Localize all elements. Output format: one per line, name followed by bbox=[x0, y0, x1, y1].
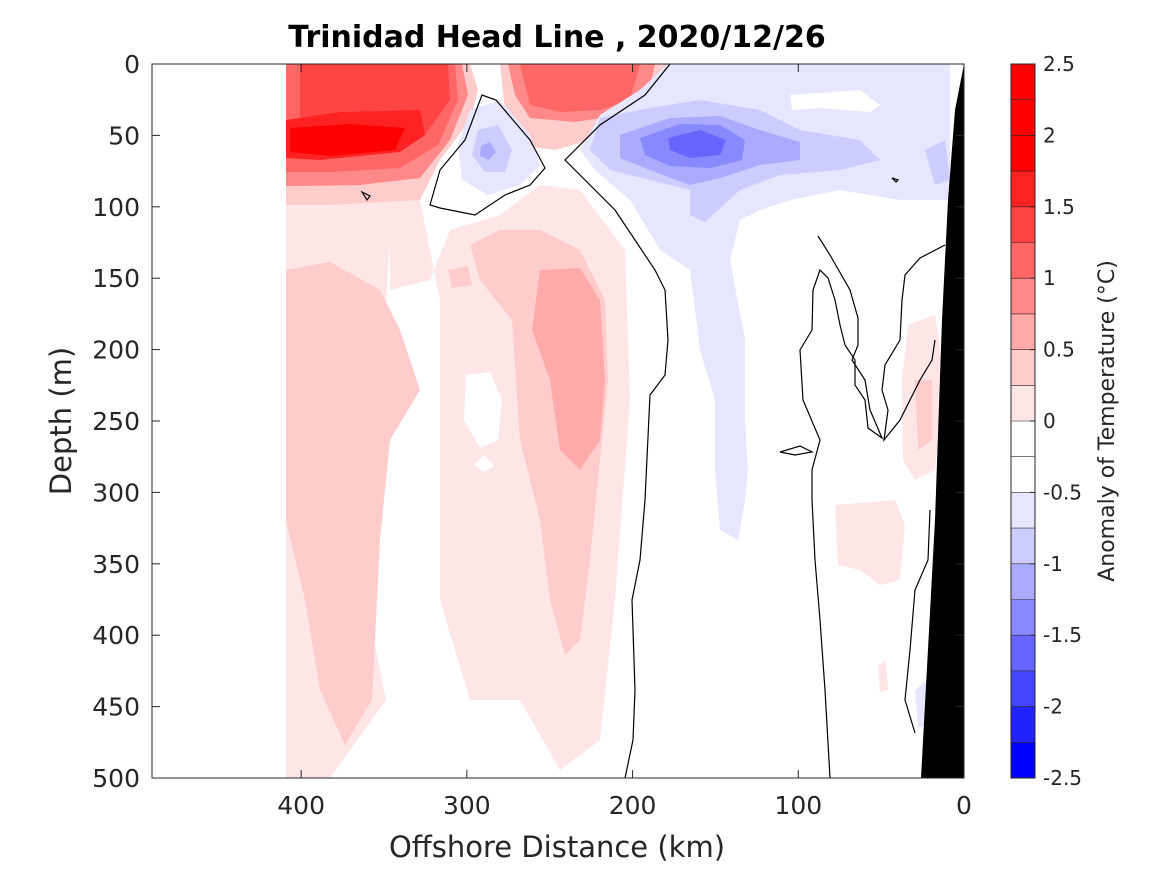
chart-title: Trinidad Head Line , 2020/12/26 bbox=[288, 20, 825, 55]
colorbar-tick-label: -1.5 bbox=[1043, 623, 1082, 647]
colorbar bbox=[1010, 63, 1036, 779]
colorbar-tick-label: -2.5 bbox=[1043, 766, 1082, 790]
colorbar-tick-label: 1 bbox=[1043, 266, 1056, 290]
colorbar-tick-label: -1 bbox=[1043, 552, 1063, 576]
y-tick-label: 50 bbox=[108, 121, 140, 150]
colorbar-tick-label: 0.5 bbox=[1043, 338, 1075, 362]
colorbar-swatch bbox=[1011, 242, 1035, 279]
x-tick-label: 400 bbox=[277, 791, 325, 820]
colorbar-swatch bbox=[1011, 635, 1035, 672]
cold-core-1-cutout bbox=[790, 90, 880, 112]
colorbar-swatch bbox=[1011, 528, 1035, 565]
colorbar-swatch bbox=[1011, 706, 1035, 743]
colorbar-swatch bbox=[1011, 349, 1035, 386]
anomaly-contours bbox=[286, 64, 950, 778]
y-tick-label: 100 bbox=[92, 193, 140, 222]
y-tick-label: 0 bbox=[124, 50, 140, 79]
y-tick-label: 300 bbox=[92, 478, 140, 507]
warm-speck bbox=[448, 266, 472, 288]
zero-contour-nearshore-deep bbox=[904, 509, 931, 734]
warm-patch-nearshore-3 bbox=[915, 380, 932, 450]
colorbar-swatch bbox=[1011, 742, 1035, 779]
colorbar-swatch bbox=[1011, 492, 1035, 529]
colorbar-swatch bbox=[1011, 64, 1035, 101]
zero-contour-speck-2 bbox=[891, 177, 900, 183]
zero-contours bbox=[360, 64, 946, 778]
colorbar-tick-label: -2 bbox=[1043, 695, 1063, 719]
colorbar-swatch bbox=[1011, 421, 1035, 458]
colorbar-label: Anomaly of Temperature (°C) bbox=[1095, 260, 1120, 582]
x-tick-label: 300 bbox=[443, 791, 491, 820]
x-axis: 400 300 200 100 0 bbox=[277, 64, 972, 820]
y-tick-label: 200 bbox=[92, 336, 140, 365]
y-axis: 0 50 100 150 200 250 300 350 400 450 500 bbox=[92, 50, 964, 793]
x-tick-label: 0 bbox=[956, 791, 972, 820]
y-tick-label: 450 bbox=[92, 693, 140, 722]
zero-contour-speck bbox=[360, 190, 371, 202]
colorbar-tick-label: 1.5 bbox=[1043, 195, 1075, 219]
y-tick-label: 400 bbox=[92, 621, 140, 650]
colorbar-swatch bbox=[1011, 456, 1035, 493]
colorbar-swatch bbox=[1011, 599, 1035, 636]
colorbar-swatch bbox=[1011, 171, 1035, 208]
warm-deep-column-mid-strong bbox=[532, 268, 605, 470]
y-tick-label: 500 bbox=[92, 764, 140, 793]
zero-contour-nearshore bbox=[881, 244, 946, 443]
x-tick-label: 200 bbox=[609, 791, 657, 820]
warm-patch-nearshore-1 bbox=[835, 500, 905, 585]
neutral-patch-2 bbox=[474, 455, 494, 472]
colorbar-swatch bbox=[1011, 99, 1035, 136]
colorbar-swatch bbox=[1011, 385, 1035, 422]
colorbar-swatch bbox=[1011, 135, 1035, 172]
zero-contour-small-cold bbox=[429, 94, 546, 216]
colorbar-swatch bbox=[1011, 563, 1035, 600]
zero-contour-loop bbox=[779, 445, 814, 456]
colorbar-swatch bbox=[1011, 206, 1035, 243]
cold-patch-small-3 bbox=[480, 142, 496, 160]
colorbar-swatch bbox=[1011, 313, 1035, 351]
colorbar-tick-label: 0 bbox=[1043, 409, 1056, 433]
zero-contour-main bbox=[564, 64, 671, 778]
x-axis-label: Offshore Distance (km) bbox=[389, 830, 725, 864]
colorbar-tick-label: 2 bbox=[1043, 123, 1056, 147]
cold-patch-nearshore bbox=[925, 140, 950, 185]
cold-core-5 bbox=[668, 130, 726, 158]
warm-patch-surface-3 bbox=[520, 64, 640, 112]
plot-area bbox=[152, 64, 964, 778]
colorbar-tick-label: 2.5 bbox=[1043, 52, 1075, 76]
y-tick-label: 250 bbox=[92, 407, 140, 436]
x-tick-label: 100 bbox=[774, 791, 822, 820]
colorbar-tick-label: -0.5 bbox=[1043, 480, 1082, 504]
warm-speck-2 bbox=[878, 660, 888, 692]
colorbar-swatch bbox=[1011, 670, 1035, 708]
neutral-patch bbox=[464, 372, 502, 448]
y-tick-label: 350 bbox=[92, 550, 140, 579]
y-axis-label: Depth (m) bbox=[44, 347, 78, 495]
zero-contour-mid bbox=[799, 235, 884, 778]
warm-deep-column-offshore-medium bbox=[286, 262, 420, 745]
warm-core-surface-6 bbox=[290, 124, 405, 156]
colorbar-ticks: 2.5 2 1.5 1 0.5 0 -0.5 -1 -1.5 -2 -2.5 bbox=[1030, 52, 1082, 790]
bathymetry-shelf bbox=[921, 64, 964, 778]
colorbar-swatch bbox=[1011, 278, 1035, 315]
y-tick-label: 150 bbox=[92, 264, 140, 293]
